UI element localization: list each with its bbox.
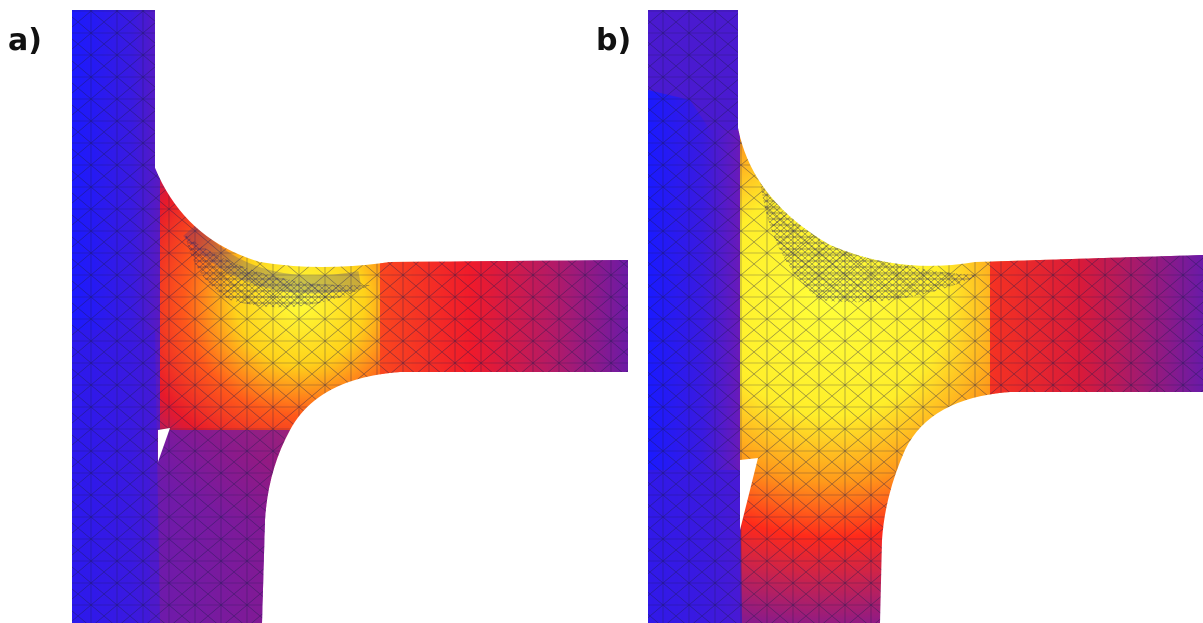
panel-label-a: a) (8, 23, 42, 58)
panel-label-b: b) (596, 23, 632, 58)
panel-b-mesh (648, 10, 1203, 623)
panel-a-notch (158, 428, 170, 462)
panel-b-notch (740, 458, 758, 530)
panel-a-mesh (72, 10, 628, 623)
